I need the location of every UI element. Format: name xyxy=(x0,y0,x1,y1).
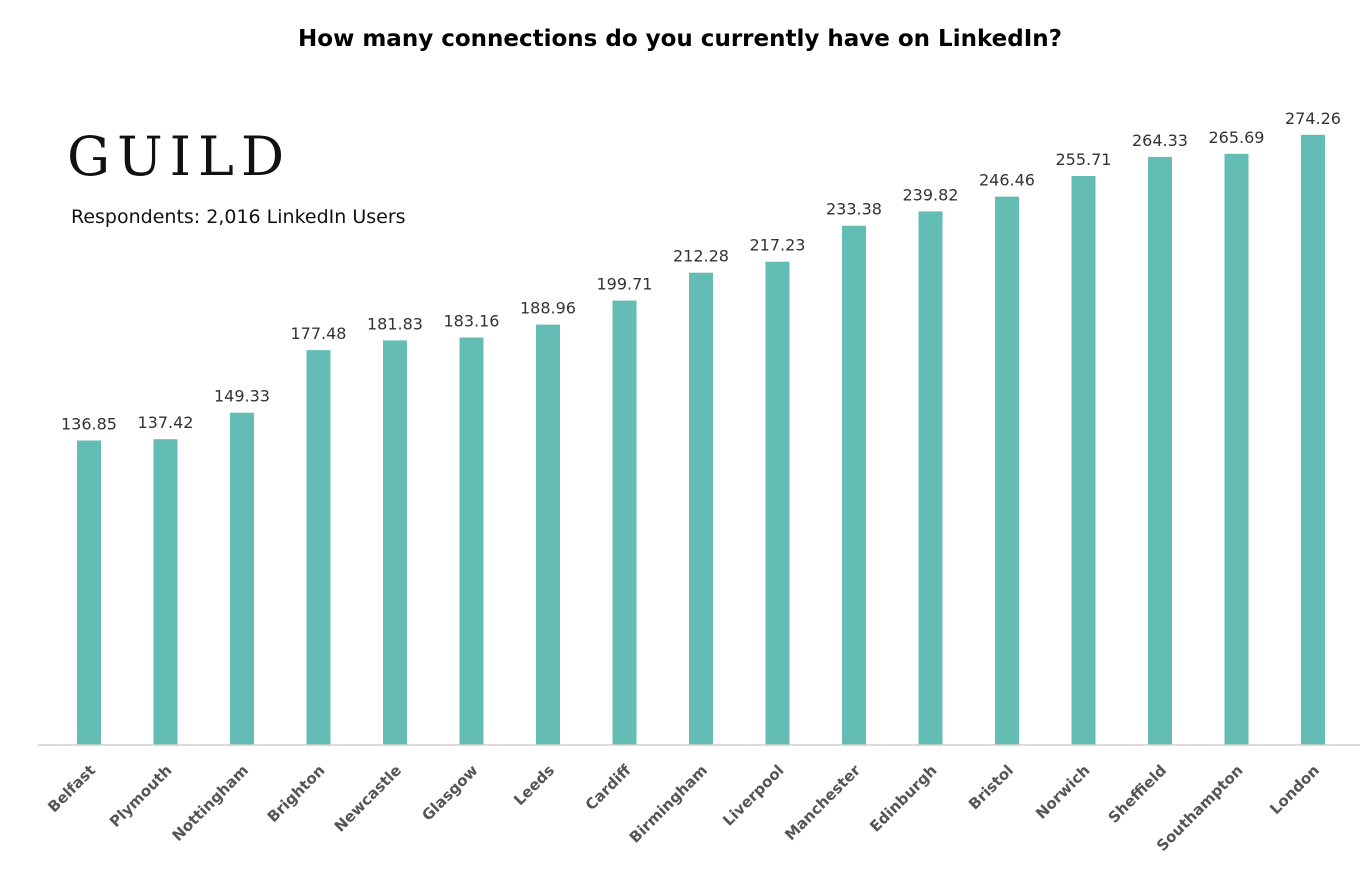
bars-group xyxy=(77,134,1325,746)
value-labels-group: 136.85 137.42 149.33 177.48 181.83 183.16 188.… xyxy=(61,109,1341,434)
category-label-edinburgh: Edinburgh xyxy=(866,761,940,835)
value-label-newcastle: 181.83 xyxy=(367,314,423,333)
category-label-glasgow: Glasgow xyxy=(418,761,481,824)
category-label-norwich: Norwich xyxy=(1032,761,1093,822)
category-label-cardiff: Cardiff xyxy=(582,761,635,814)
category-label-manchester: Manchester xyxy=(781,761,864,844)
chart-title: How many connections do you currently ha… xyxy=(298,26,1062,52)
value-label-brighton: 177.48 xyxy=(291,324,347,343)
bar-birmingham xyxy=(689,272,713,745)
value-label-plymouth: 137.42 xyxy=(138,413,194,432)
value-label-manchester: 233.38 xyxy=(826,200,882,219)
category-label-birmingham: Birmingham xyxy=(626,761,711,846)
category-label-bristol: Bristol xyxy=(965,761,1017,813)
value-label-bristol: 246.46 xyxy=(979,171,1035,190)
value-label-glasgow: 183.16 xyxy=(444,312,500,331)
value-label-edinburgh: 239.82 xyxy=(903,185,959,204)
bar-plymouth xyxy=(153,439,178,745)
bar-edinburgh xyxy=(918,211,943,745)
bar-bristol xyxy=(995,196,1019,746)
respondents-note: Respondents: 2,016 LinkedIn Users xyxy=(71,206,406,228)
value-label-southampton: 265.69 xyxy=(1209,128,1265,147)
value-label-birmingham: 212.28 xyxy=(673,247,729,266)
bar-london xyxy=(1301,134,1325,746)
category-label-sheffield: Sheffield xyxy=(1105,761,1170,826)
value-label-norwich: 255.71 xyxy=(1056,150,1112,169)
bar-liverpool xyxy=(765,261,790,745)
value-label-belfast: 136.85 xyxy=(61,415,117,434)
category-label-liverpool: Liverpool xyxy=(719,761,787,829)
category-label-leeds: Leeds xyxy=(510,761,558,809)
value-label-sheffield: 264.33 xyxy=(1132,131,1188,150)
value-label-london: 274.26 xyxy=(1285,109,1341,128)
bar-leeds xyxy=(536,324,560,745)
value-label-leeds: 188.96 xyxy=(520,299,576,318)
bar-manchester xyxy=(842,225,866,745)
category-label-nottingham: Nottingham xyxy=(168,761,252,845)
bar-nottingham xyxy=(230,412,254,745)
bar-glasgow xyxy=(459,337,484,745)
bar-brighton xyxy=(306,350,331,745)
bar-sheffield xyxy=(1148,156,1172,745)
bar-norwich xyxy=(1071,176,1096,745)
guild-logo: GUILD xyxy=(67,125,292,188)
value-label-cardiff: 199.71 xyxy=(597,275,653,294)
bar-southampton xyxy=(1224,153,1249,746)
category-label-plymouth: Plymouth xyxy=(106,761,176,831)
bar-newcastle xyxy=(383,340,407,745)
category-label-newcastle: Newcastle xyxy=(331,761,405,835)
category-label-london: London xyxy=(1266,761,1323,818)
category-label-belfast: Belfast xyxy=(44,761,99,816)
value-label-nottingham: 149.33 xyxy=(214,387,270,406)
value-label-liverpool: 217.23 xyxy=(750,236,806,255)
bar-belfast xyxy=(77,440,101,745)
bar-cardiff xyxy=(612,300,637,745)
category-label-brighton: Brighton xyxy=(264,761,329,826)
